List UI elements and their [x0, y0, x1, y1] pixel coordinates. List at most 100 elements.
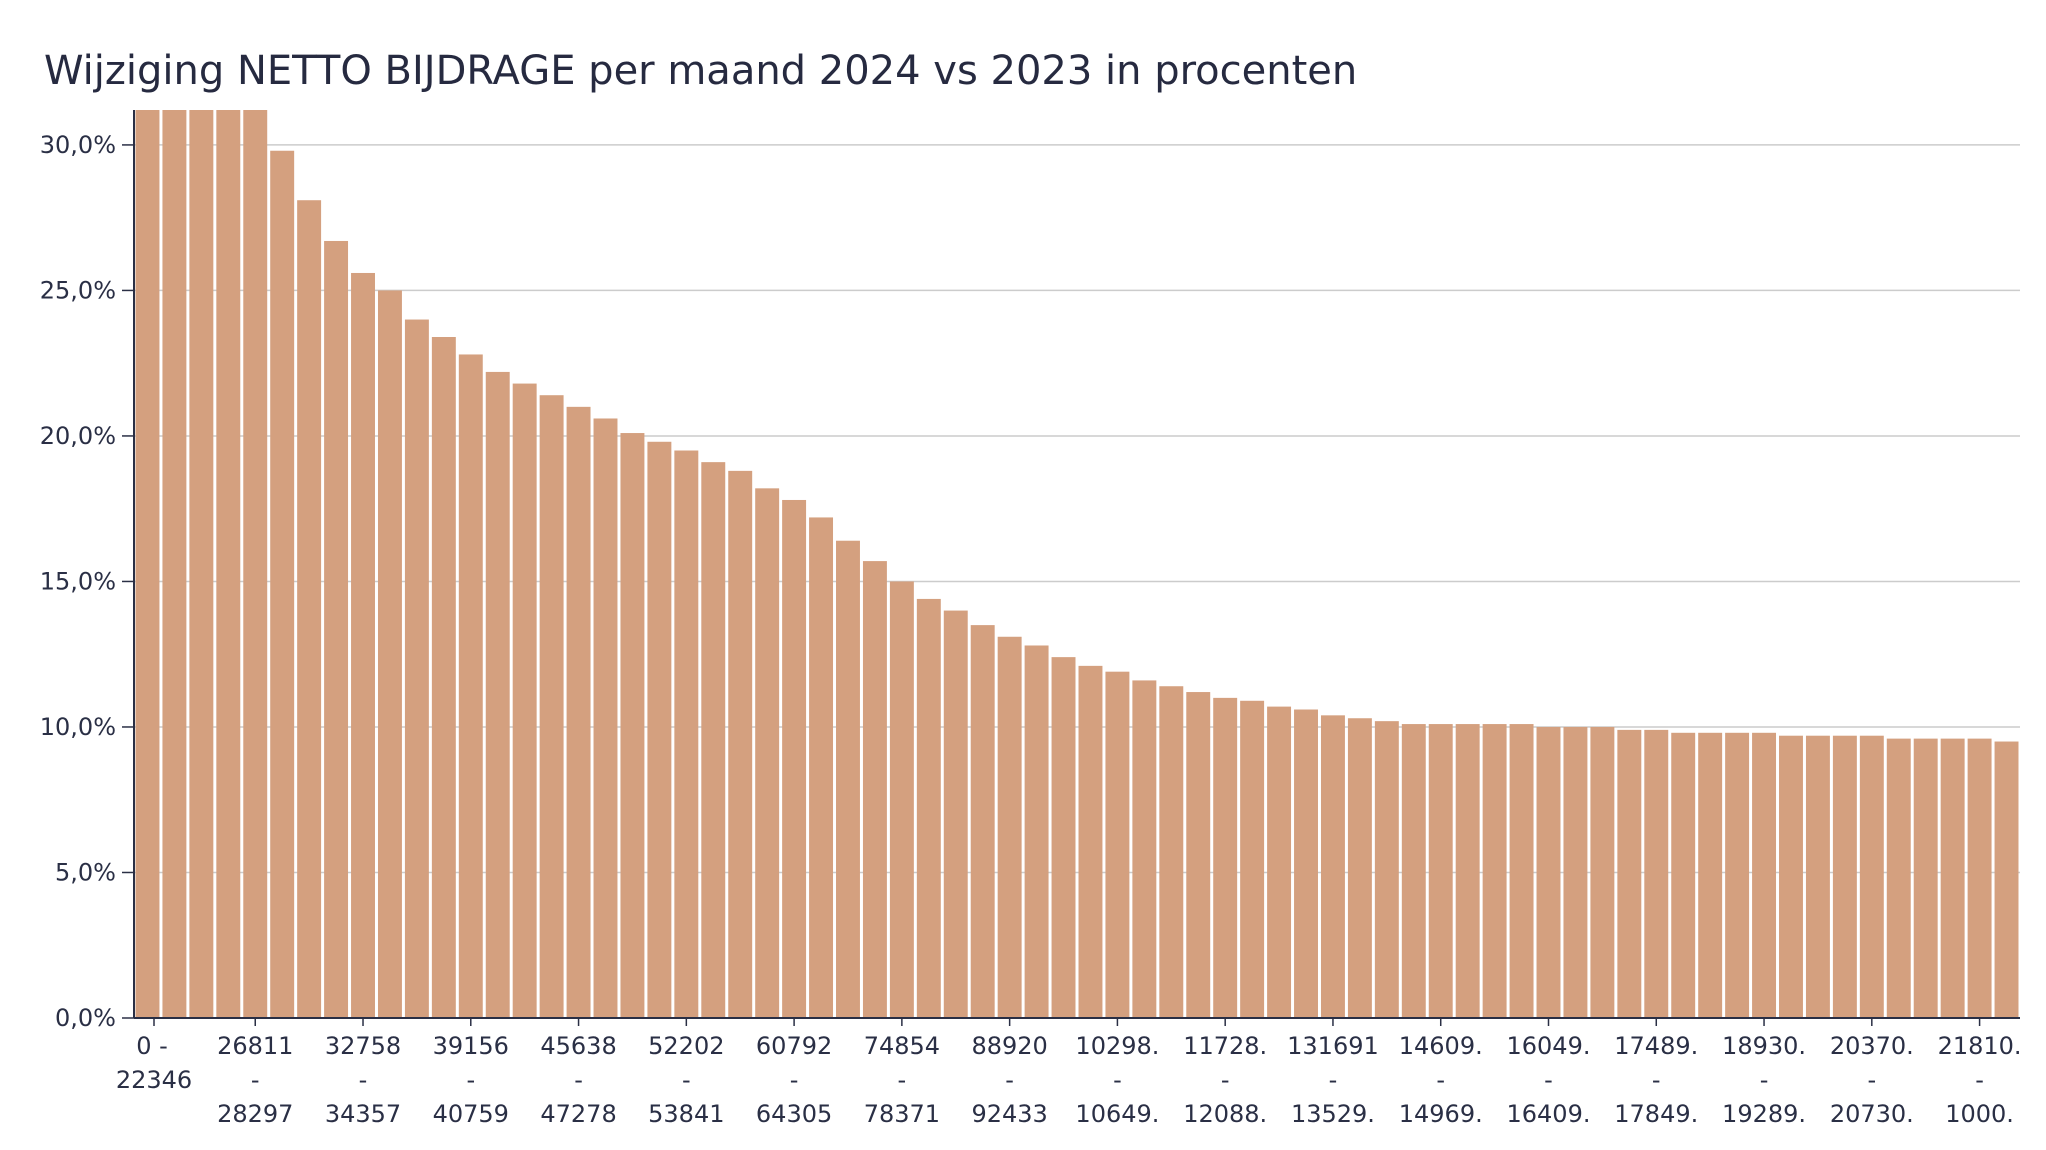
bar — [809, 517, 834, 1018]
bar — [1886, 738, 1911, 1018]
x-tick-label: 21810. -1000. — [1938, 1032, 2022, 1128]
bar — [1159, 686, 1184, 1018]
bar — [539, 395, 564, 1018]
bar — [1186, 692, 1211, 1018]
y-tick-label: 0,0% — [55, 1004, 116, 1032]
bar — [216, 110, 241, 1018]
bar — [1913, 738, 1938, 1018]
chart-title: Wijziging NETTO BIJDRAGE per maand 2024 … — [44, 48, 1358, 94]
bar — [620, 433, 645, 1018]
bar — [1644, 729, 1669, 1018]
bar — [1536, 726, 1561, 1018]
bar — [1347, 718, 1372, 1018]
bar — [1509, 724, 1534, 1018]
bar — [1374, 721, 1399, 1018]
bar — [782, 499, 807, 1018]
y-tick-label: 10,0% — [40, 713, 116, 741]
bar — [566, 406, 591, 1018]
bar — [1455, 724, 1480, 1018]
x-tick-label: 20370. -20730. — [1830, 1032, 1914, 1128]
x-tick-label: 17489. -17849. — [1614, 1032, 1698, 1128]
x-tick-label: 45638 -47278 — [540, 1032, 616, 1128]
bar — [324, 240, 349, 1018]
y-tick-labels: 0,0% 5,0% 10,0% 15,0% 20,0% 25,0% 30,0% — [40, 131, 134, 1032]
bar — [1859, 735, 1884, 1018]
bar — [943, 610, 968, 1018]
bar — [512, 383, 537, 1019]
bar — [1994, 741, 2019, 1018]
x-tick-label: 10298. -10649. — [1075, 1032, 1159, 1128]
x-tick-label: 88920 -92433 — [971, 1032, 1047, 1128]
bar — [1401, 724, 1426, 1018]
bar — [1320, 715, 1345, 1018]
bar — [593, 418, 618, 1018]
bar — [297, 200, 322, 1018]
x-tick-label: 11728. -12088. — [1183, 1032, 1267, 1128]
bar — [1671, 732, 1696, 1018]
bar — [1428, 724, 1453, 1018]
y-tick-label: 20,0% — [40, 422, 116, 450]
x-tick-labels: 0 -22346 26811 -28297 32758 -34357 39156 -4075… — [116, 1018, 2022, 1128]
bar — [485, 371, 510, 1018]
y-tick-label: 25,0% — [40, 276, 116, 304]
bar — [377, 290, 402, 1018]
bar — [189, 110, 214, 1018]
bar — [862, 561, 887, 1018]
bar — [1617, 729, 1642, 1018]
bar — [1213, 697, 1238, 1018]
bar — [1482, 724, 1507, 1018]
bar — [728, 470, 753, 1018]
bar — [755, 488, 780, 1018]
bar — [970, 625, 995, 1018]
y-tick-label: 30,0% — [40, 131, 116, 159]
x-tick-label: 60792 -64305 — [756, 1032, 832, 1128]
y-tick-label: 5,0% — [55, 858, 116, 886]
x-tick-label: 0 -22346 — [116, 1032, 192, 1094]
x-tick-label: 32758 -34357 — [325, 1032, 401, 1128]
bar — [1967, 738, 1992, 1018]
bar — [458, 354, 483, 1018]
x-tick-label: 52202 -53841 — [648, 1032, 724, 1128]
bars — [135, 110, 2019, 1019]
bar — [1294, 709, 1318, 1018]
bar — [270, 150, 295, 1018]
x-tick-label: 14609. -14969. — [1399, 1032, 1483, 1128]
bar — [162, 110, 187, 1018]
bar — [243, 110, 268, 1018]
bar — [889, 581, 914, 1018]
bar — [135, 110, 160, 1018]
x-tick-label: 131691 -13529. — [1287, 1032, 1379, 1128]
bar — [1779, 735, 1803, 1018]
bar — [1590, 726, 1615, 1018]
bar — [916, 598, 941, 1018]
bar — [674, 450, 699, 1018]
bar — [1132, 680, 1157, 1018]
bar — [647, 441, 672, 1018]
bar — [1752, 732, 1777, 1018]
bar — [1078, 665, 1103, 1018]
x-tick-label: 16049. -16409. — [1507, 1032, 1591, 1128]
bar — [1051, 657, 1076, 1018]
axes — [133, 110, 2020, 1019]
x-tick-label: 74854 -78371 — [864, 1032, 940, 1128]
x-tick-label: 26811 -28297 — [217, 1032, 293, 1128]
bar — [1240, 700, 1265, 1018]
bar — [1805, 735, 1830, 1018]
bar — [431, 337, 456, 1018]
bar — [1832, 735, 1857, 1018]
bar — [1563, 726, 1588, 1018]
bar — [1698, 732, 1723, 1018]
bar — [1725, 732, 1750, 1018]
bar — [404, 319, 429, 1018]
bar — [701, 462, 726, 1019]
bar — [1024, 645, 1049, 1018]
bar — [1105, 671, 1130, 1018]
x-tick-label: 39156 -40759 — [433, 1032, 509, 1128]
bar — [1267, 706, 1292, 1018]
y-tick-label: 15,0% — [40, 567, 116, 595]
bar — [836, 540, 860, 1018]
bar — [1940, 738, 1965, 1018]
x-tick-label: 18930. -19289. — [1722, 1032, 1806, 1128]
bar — [351, 272, 375, 1018]
